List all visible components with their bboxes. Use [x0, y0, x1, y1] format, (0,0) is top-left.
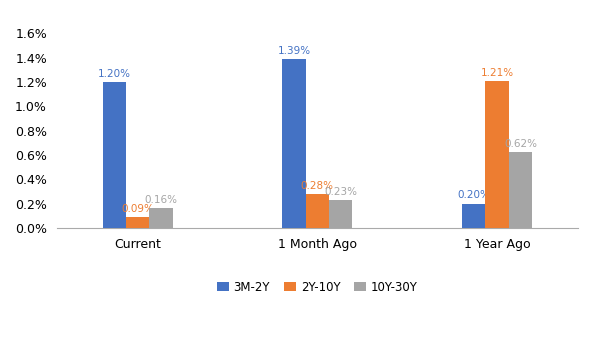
Text: 0.28%: 0.28%	[301, 181, 334, 191]
Bar	[126, 217, 149, 228]
Bar	[305, 194, 329, 228]
Legend: 3M-2Y, 2Y-10Y, 10Y-30Y: 3M-2Y, 2Y-10Y, 10Y-30Y	[212, 276, 423, 299]
Bar	[282, 59, 305, 228]
Bar	[329, 200, 352, 228]
Text: 0.20%: 0.20%	[457, 190, 490, 200]
Text: 0.62%: 0.62%	[504, 139, 537, 149]
Bar	[103, 82, 126, 228]
Bar	[509, 152, 532, 228]
Text: 1.20%: 1.20%	[98, 69, 130, 79]
Bar	[462, 204, 486, 228]
Bar	[486, 81, 509, 228]
Text: 0.16%: 0.16%	[145, 195, 177, 205]
Text: 0.09%: 0.09%	[121, 204, 154, 214]
Text: 1.39%: 1.39%	[278, 46, 311, 56]
Bar	[149, 208, 173, 228]
Text: 1.21%: 1.21%	[480, 68, 514, 78]
Text: 0.23%: 0.23%	[324, 187, 357, 197]
